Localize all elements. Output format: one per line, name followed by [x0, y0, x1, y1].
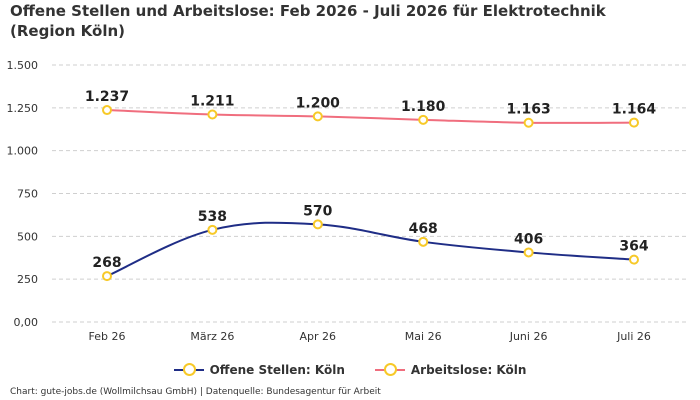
- y-tick-label: 1.250: [7, 102, 39, 115]
- legend-label-arbeitslose: Arbeitslose: Köln: [410, 363, 527, 377]
- data-point: [102, 271, 112, 282]
- data-point: [523, 117, 534, 128]
- data-point: [312, 111, 323, 122]
- data-label: 1.164: [612, 102, 657, 118]
- data-point: [312, 219, 323, 230]
- data-label: 406: [514, 231, 543, 247]
- legend-item-arbeitslose[interactable]: Arbeitslose: Köln: [374, 363, 527, 377]
- legend-item-offene-stellen[interactable]: Offene Stellen: Köln: [173, 363, 345, 377]
- data-point: [418, 236, 429, 247]
- data-label: 1.237: [85, 89, 129, 105]
- data-label: 468: [409, 221, 438, 237]
- x-tick-label: Mai 26: [405, 330, 442, 343]
- data-point: [207, 224, 218, 235]
- y-tick-label: 1.500: [7, 59, 39, 72]
- y-tick-label: 0,00: [14, 316, 39, 329]
- series-markers: [102, 105, 639, 282]
- series-line-0: [106, 221, 635, 277]
- data-point: [629, 254, 639, 265]
- chart-credits: Chart: gute-jobs.de (Wollmilchsau GmbH) …: [10, 387, 381, 397]
- grid-lines: [52, 64, 688, 323]
- x-tick-label: Juli 26: [616, 330, 651, 343]
- series-lines: [106, 109, 635, 277]
- data-labels: 268 538 570 468 406 364 1.237 1.211 1.200 1.180 1.…: [85, 89, 657, 271]
- x-tick-label: Feb 26: [89, 330, 126, 343]
- chart-title: Offene Stellen und Arbeitslose: Feb 2026…: [10, 2, 606, 40]
- y-tick-label: 500: [17, 230, 38, 243]
- data-point: [418, 114, 429, 125]
- data-label: 1.211: [190, 94, 234, 110]
- y-tick-label: 250: [17, 273, 38, 286]
- data-point: [102, 105, 112, 116]
- x-axis-ticks: Feb 26 März 26 Apr 26 Mai 26 Juni 26 Juli 26: [89, 330, 651, 343]
- data-label: 570: [303, 203, 332, 219]
- data-point: [629, 117, 639, 128]
- y-tick-label: 1.000: [7, 145, 39, 158]
- x-tick-label: Apr 26: [300, 330, 337, 343]
- series-line-1: [106, 109, 635, 124]
- y-tick-label: 750: [17, 188, 38, 201]
- legend-swatch-arbeitslose: [374, 363, 405, 376]
- data-label: 1.180: [401, 99, 446, 115]
- data-label: 268: [92, 255, 121, 271]
- data-label: 1.163: [506, 102, 550, 118]
- data-point: [523, 247, 534, 258]
- x-tick-label: März 26: [190, 330, 234, 343]
- data-label: 538: [198, 209, 227, 225]
- data-label: 1.200: [296, 95, 341, 111]
- y-axis-ticks: 0,00 250 500 750 1.000 1.250 1.500: [7, 59, 39, 329]
- data-point: [207, 109, 218, 120]
- x-tick-label: Juni 26: [509, 330, 548, 343]
- legend: Offene Stellen: Köln Arbeitslose: Köln: [0, 363, 700, 377]
- data-label: 364: [619, 239, 648, 255]
- legend-label-offene-stellen: Offene Stellen: Köln: [209, 363, 345, 377]
- legend-swatch-offene-stellen: [173, 363, 204, 376]
